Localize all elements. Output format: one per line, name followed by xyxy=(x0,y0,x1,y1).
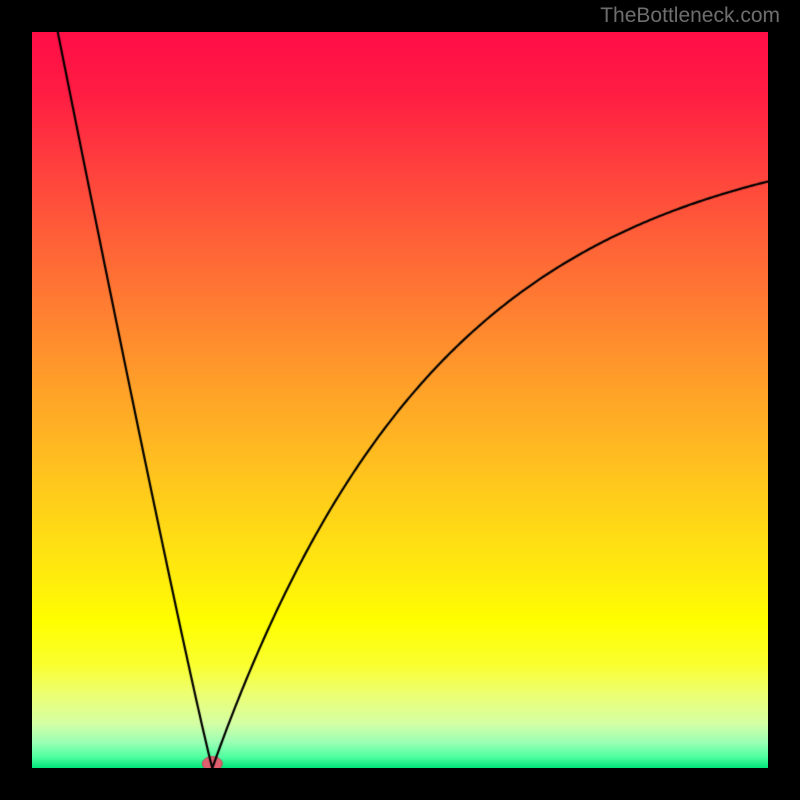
watermark-label: TheBottleneck.com xyxy=(600,4,780,28)
bottleneck-chart xyxy=(32,32,768,768)
